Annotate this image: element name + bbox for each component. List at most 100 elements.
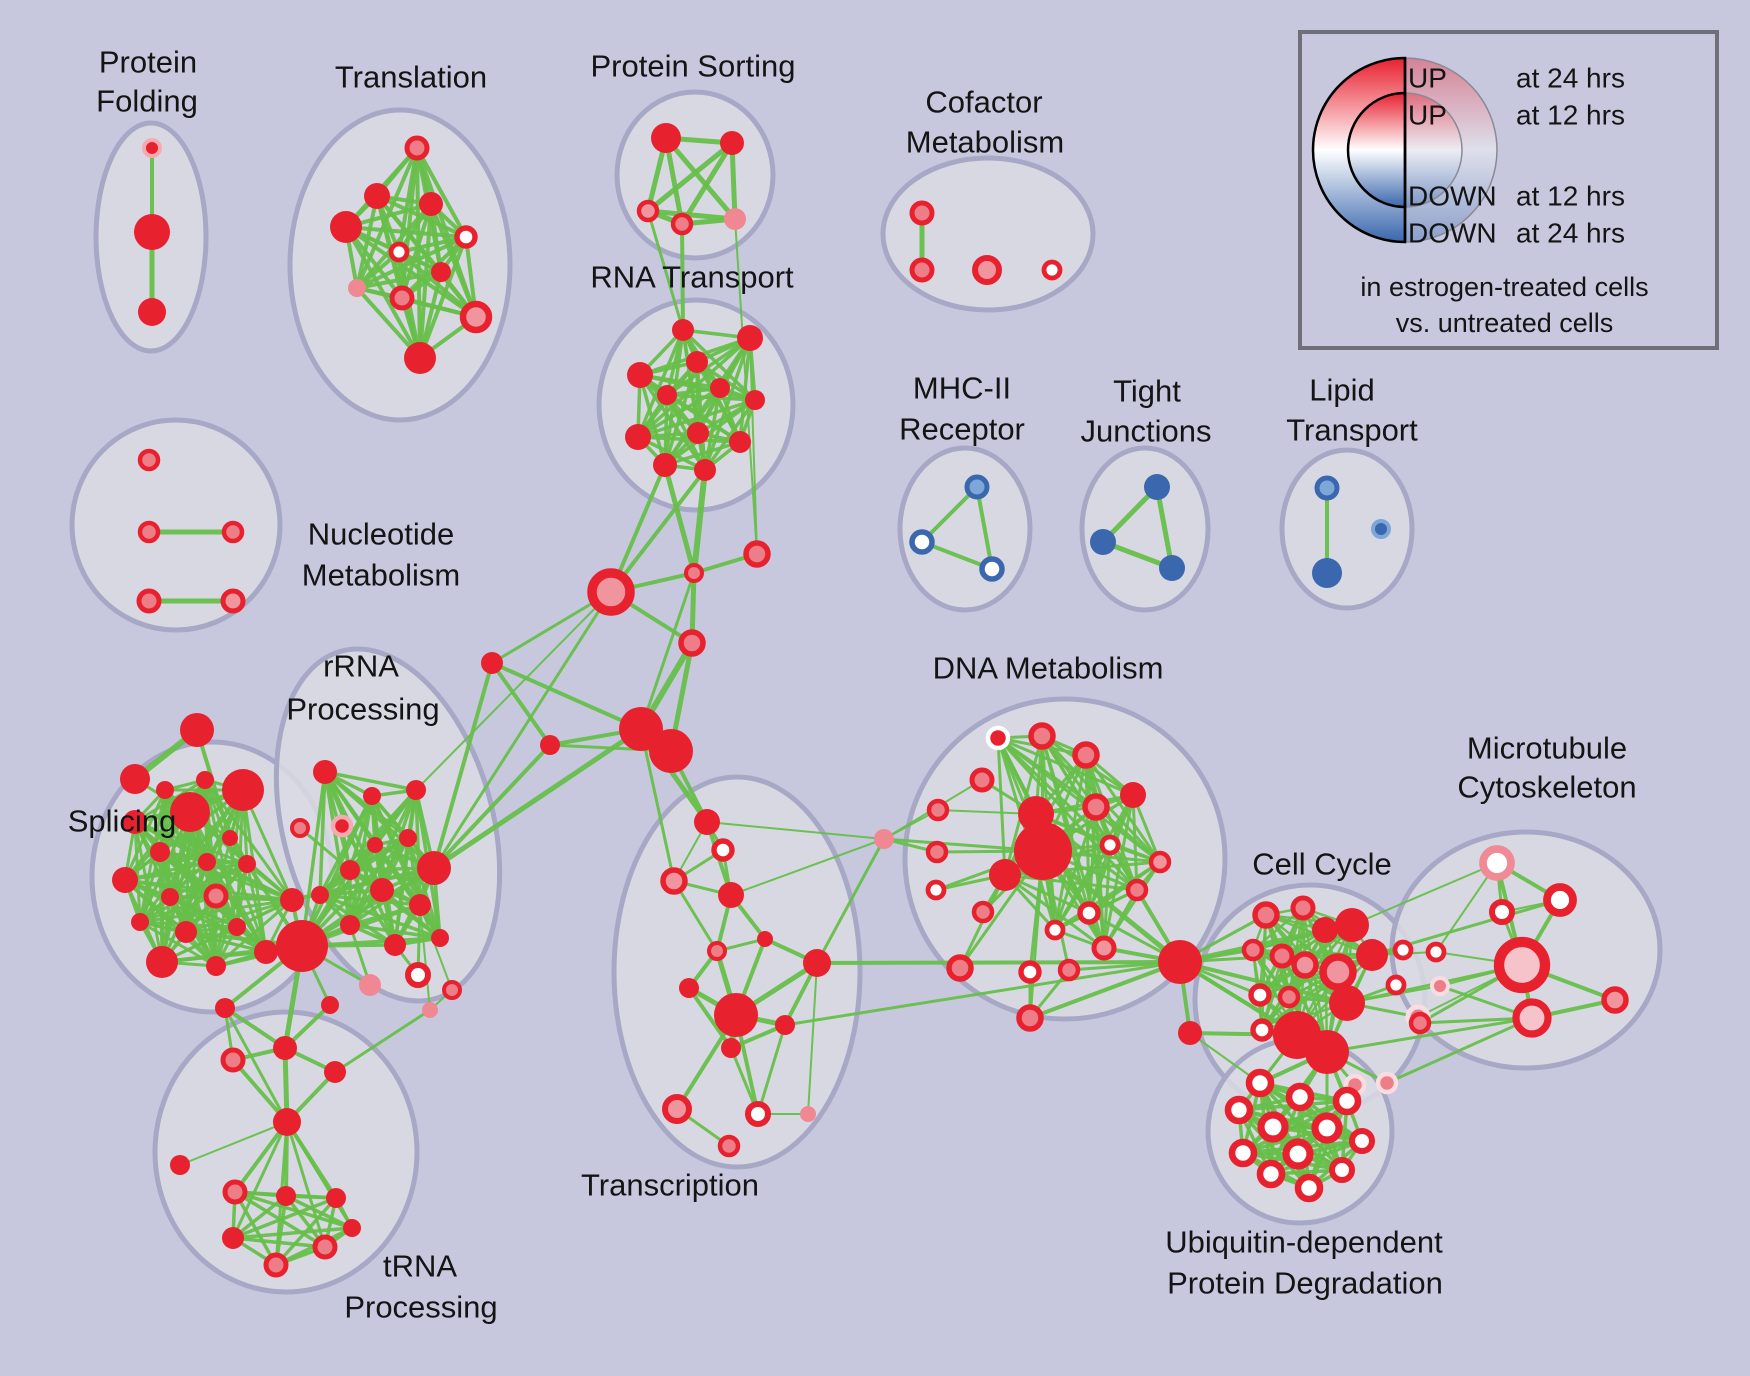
gene-node xyxy=(343,1219,361,1237)
cluster-label: Protein xyxy=(99,45,197,80)
edge xyxy=(636,398,757,439)
edge xyxy=(432,743,552,870)
cluster-label: Metabolism xyxy=(302,558,461,593)
gene-node xyxy=(180,713,214,747)
edge xyxy=(807,962,818,1115)
edge xyxy=(734,218,758,555)
gene-node xyxy=(150,842,170,862)
edge xyxy=(1269,1139,1364,1176)
gene-node xyxy=(1241,938,1265,962)
gene-node xyxy=(909,529,935,555)
edge xyxy=(158,850,164,964)
gene-node xyxy=(290,818,310,838)
gene-node xyxy=(1018,960,1042,984)
gene-node xyxy=(1082,793,1110,821)
gene-node xyxy=(120,764,150,794)
gene-node xyxy=(324,1061,346,1083)
gene-node xyxy=(146,946,178,978)
gene-node xyxy=(711,838,735,862)
gene-node xyxy=(273,1036,297,1060)
edge xyxy=(920,485,979,544)
gene-node xyxy=(925,879,947,901)
gene-node xyxy=(404,342,436,374)
cluster-mhc-ii-receptor xyxy=(897,445,1033,613)
gene-node xyxy=(1294,1173,1324,1203)
gene-node xyxy=(311,886,329,904)
cluster-label: DNA Metabolism xyxy=(933,651,1164,686)
gene-node xyxy=(406,780,426,800)
edge xyxy=(348,868,397,947)
gene-node xyxy=(662,1094,692,1124)
gene-node xyxy=(1319,953,1357,991)
cluster-tight-junctions xyxy=(1079,445,1211,613)
edge xyxy=(975,485,994,571)
edge xyxy=(214,894,294,902)
gene-node xyxy=(330,211,362,243)
edge xyxy=(687,986,733,1050)
edge xyxy=(783,960,1182,1027)
edge xyxy=(138,898,294,924)
gene-node xyxy=(1375,1071,1399,1095)
edge xyxy=(730,838,885,896)
edge xyxy=(231,1194,288,1240)
gene-node xyxy=(694,459,716,481)
gene-node xyxy=(1028,722,1056,750)
cluster-label: Folding xyxy=(96,84,198,119)
edge xyxy=(355,270,443,290)
edge xyxy=(138,850,162,924)
gene-node xyxy=(1148,850,1172,874)
edge xyxy=(419,904,431,1011)
edge xyxy=(348,923,442,940)
gene-node xyxy=(1277,985,1301,1009)
edge xyxy=(706,821,885,840)
gene-node xyxy=(660,867,688,895)
edge xyxy=(179,1121,288,1166)
gene-node xyxy=(1512,998,1552,1038)
gene-node xyxy=(687,422,709,444)
gene-node xyxy=(276,920,328,972)
gene-node xyxy=(714,993,758,1037)
gene-node xyxy=(926,798,950,822)
gene-node xyxy=(419,192,443,216)
gene-node xyxy=(1248,983,1272,1007)
edge xyxy=(233,1190,354,1230)
cluster-label: Receptor xyxy=(899,412,1025,447)
cluster-label: Processing xyxy=(286,692,439,727)
edge xyxy=(160,898,294,964)
gene-node xyxy=(384,934,406,956)
gene-node xyxy=(388,241,410,263)
gene-node xyxy=(1072,741,1100,769)
gene-node xyxy=(206,956,226,976)
gene-node xyxy=(312,1234,338,1260)
edge xyxy=(1084,753,1162,864)
gene-node xyxy=(273,1108,301,1136)
edge xyxy=(1028,960,1182,1020)
legend-note: in estrogen-treated cells xyxy=(1360,272,1648,302)
edge xyxy=(609,468,707,594)
gene-node xyxy=(1159,555,1185,581)
edge xyxy=(1003,873,1139,892)
edge xyxy=(1040,848,1183,965)
gene-node xyxy=(313,760,337,784)
edge xyxy=(815,960,1182,965)
cluster-label: Cofactor xyxy=(925,85,1042,120)
gene-node xyxy=(1392,939,1414,961)
gene-node xyxy=(925,840,949,864)
gene-node xyxy=(161,888,179,906)
gene-node xyxy=(1601,986,1629,1014)
gene-node xyxy=(707,941,727,961)
edge xyxy=(344,225,478,319)
gene-node xyxy=(222,830,238,846)
edge xyxy=(318,770,327,897)
gene-node xyxy=(686,351,708,373)
cluster-label: Transport xyxy=(1286,413,1418,448)
cluster-label: Tight xyxy=(1113,374,1181,409)
edge xyxy=(195,728,232,840)
edge xyxy=(344,225,468,239)
edge xyxy=(1087,843,1112,915)
edge xyxy=(662,462,697,576)
gene-node xyxy=(431,929,449,947)
edge xyxy=(645,140,735,214)
gene-node xyxy=(254,940,278,964)
